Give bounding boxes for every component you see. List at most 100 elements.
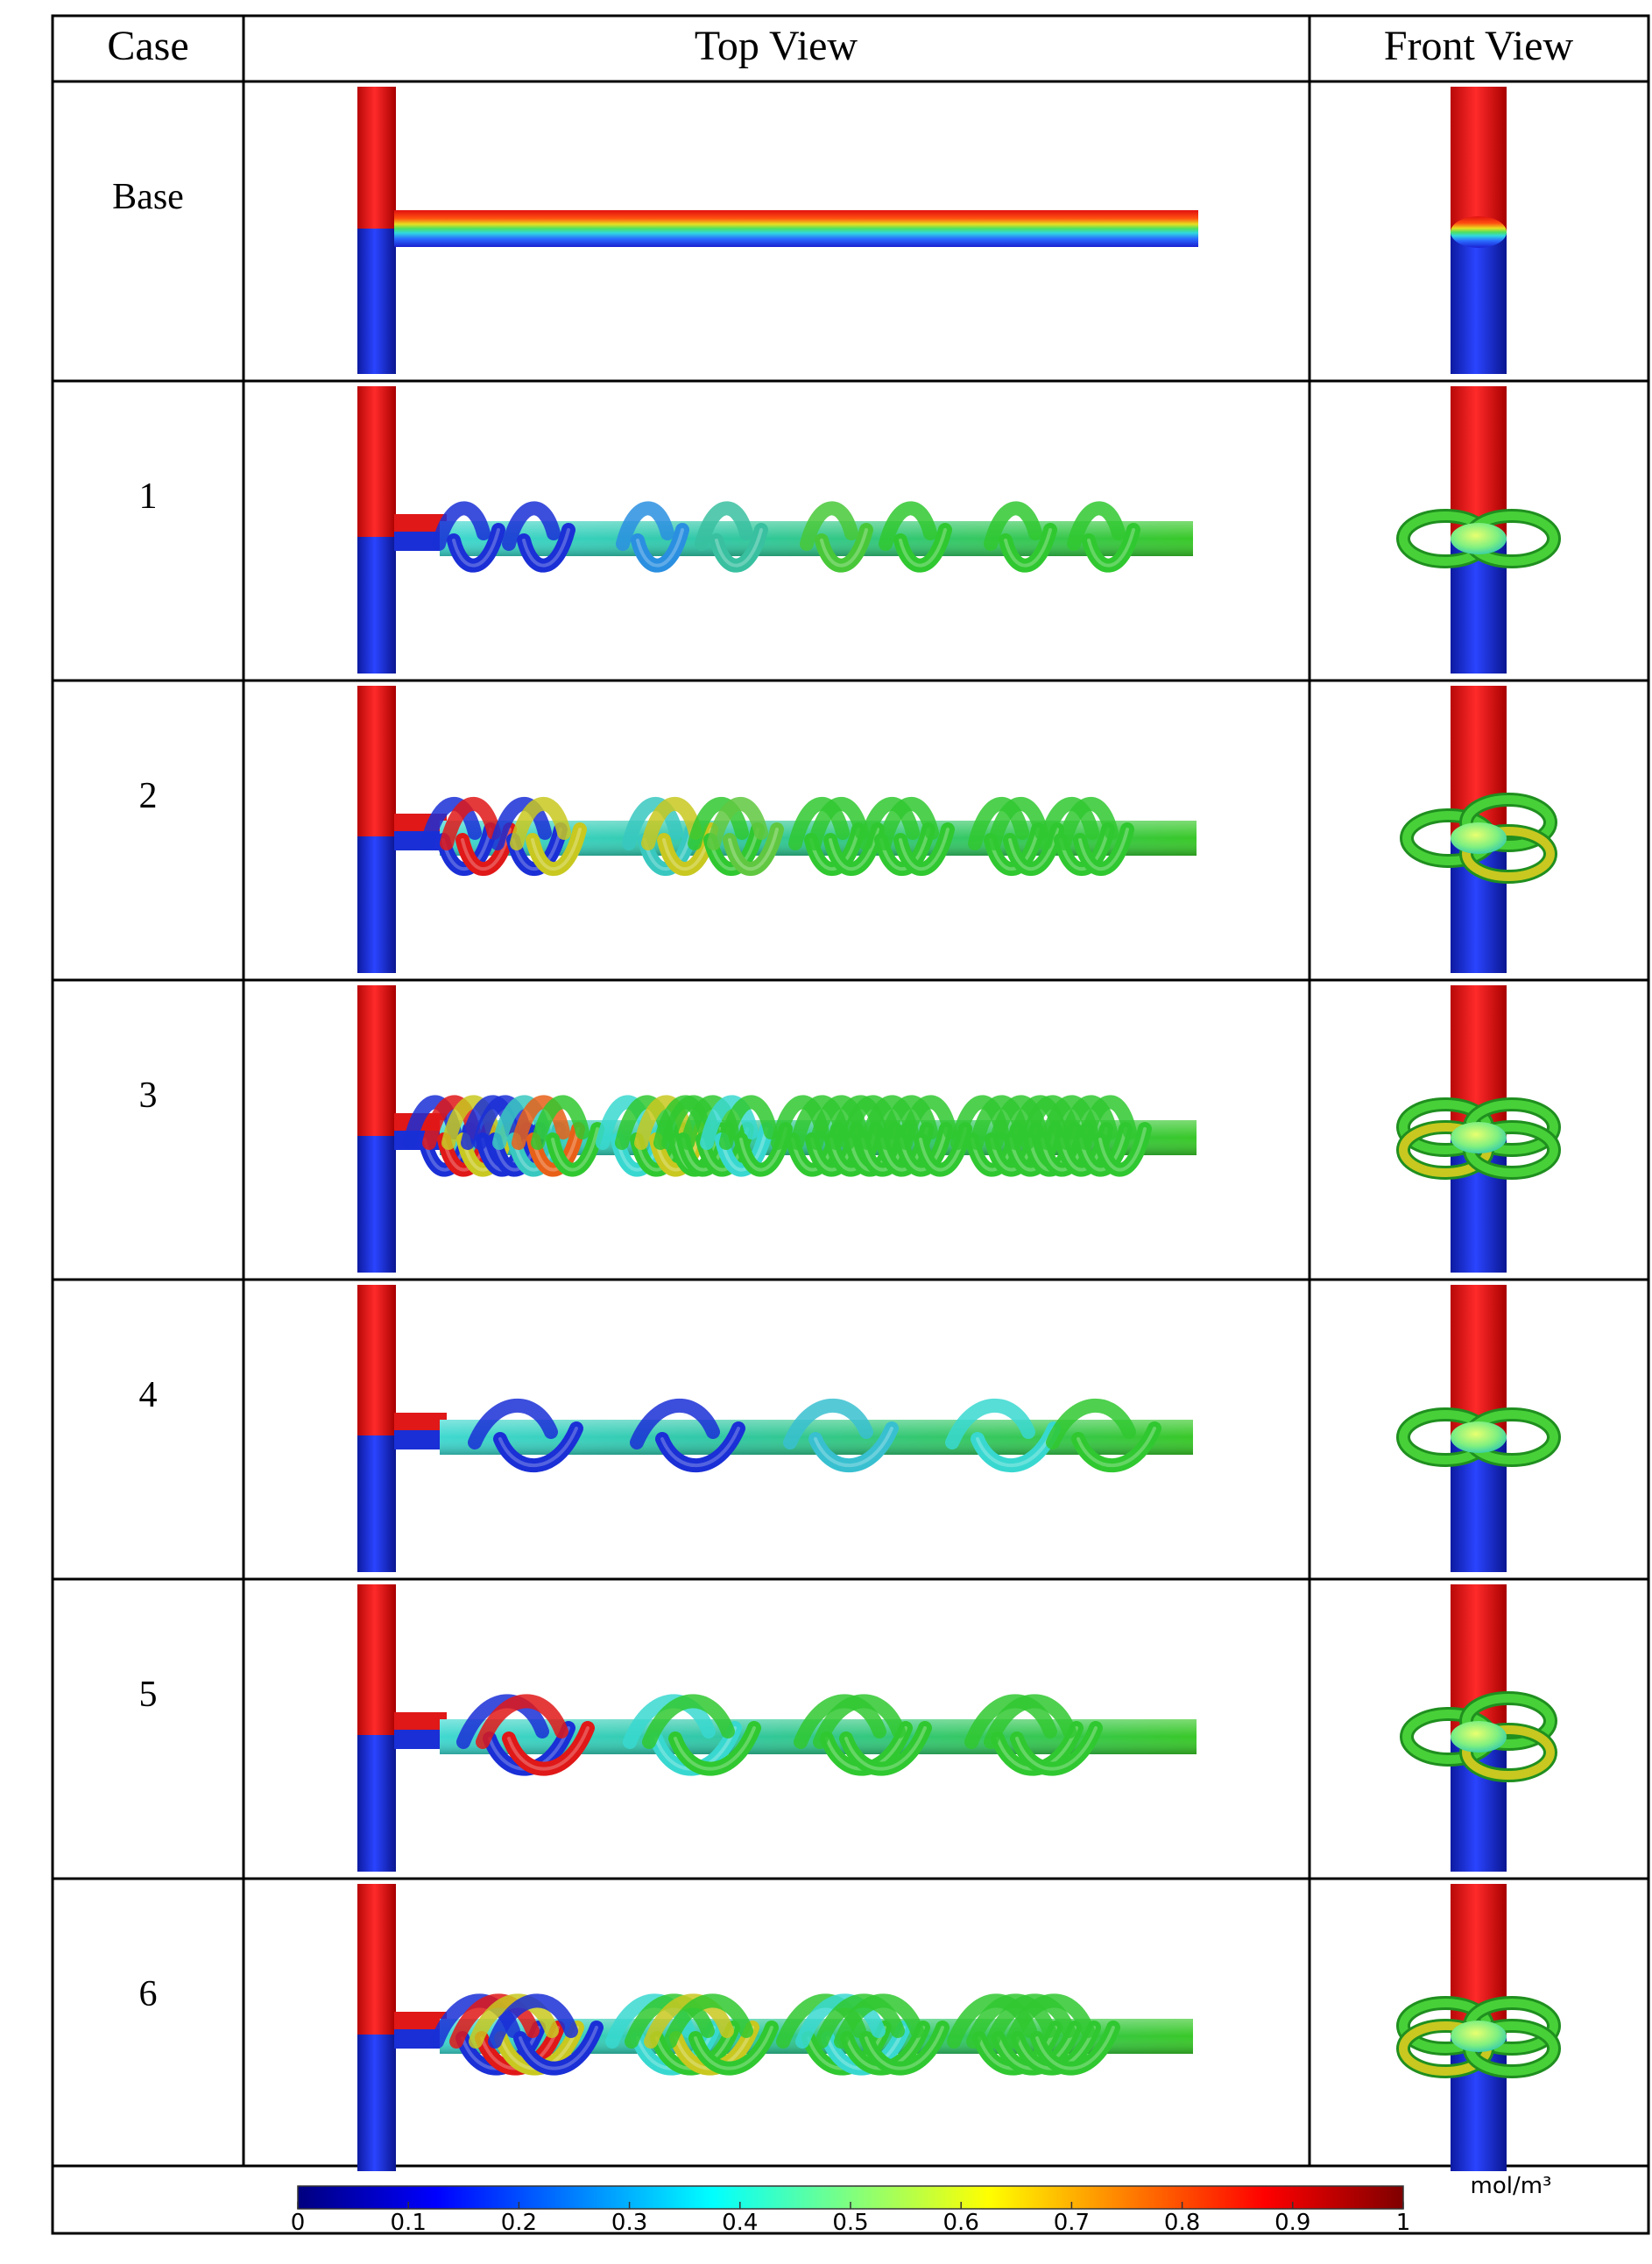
helix-highlight: [1087, 528, 1135, 568]
colorbar-tick-label: 0: [291, 2210, 306, 2236]
cross-section: [1451, 1122, 1507, 1153]
helix-back-arc: [968, 797, 1029, 850]
helix-highlight: [844, 1726, 927, 1771]
helix-highlight: [899, 528, 947, 568]
helix-back-arc: [1067, 501, 1126, 551]
helix-back-arc: [984, 501, 1042, 551]
inlet-blue: [357, 1435, 396, 1572]
top-view-6: [357, 1884, 1193, 2171]
colorbar-tick-label: 1: [1396, 2210, 1411, 2236]
helix-front-arc: [715, 1122, 773, 1177]
helix-back-arc: [695, 501, 753, 551]
helix-front-arc: [546, 1122, 604, 1177]
front-view-base: [1451, 87, 1507, 374]
helix-front-arc: [436, 822, 498, 876]
helix-highlight: [522, 528, 570, 568]
case-label-3: 3: [139, 1076, 158, 1116]
coil-ring-highlight: [1462, 795, 1555, 850]
helix-back-arc: [663, 1993, 753, 2049]
helix-front-arc: [723, 822, 784, 876]
entry-red: [394, 1413, 447, 1432]
helix-highlight: [814, 1427, 893, 1468]
helix-front-arc: [668, 1721, 761, 1776]
helix-front-arc: [517, 523, 575, 573]
helix-back-arc: [630, 1398, 720, 1449]
helix-front-arc: [804, 822, 865, 876]
helix-front-arc: [447, 523, 505, 573]
helix-highlight: [531, 828, 582, 871]
colorbar-unit: mol/m³: [1471, 2173, 1552, 2199]
helix-front-arc: [1003, 822, 1064, 876]
front-view-4: [1396, 1285, 1561, 1572]
helix-front-arc: [874, 822, 935, 876]
helix-highlight: [507, 1726, 589, 1771]
case-label-2: 2: [139, 776, 158, 816]
case-label-4: 4: [139, 1375, 158, 1415]
helix-back-arc: [622, 797, 683, 850]
helix-highlight: [1004, 528, 1052, 568]
helix-back-arc: [1005, 1993, 1095, 2049]
inlet-blue: [357, 1735, 396, 1872]
top-view-base: [357, 87, 1198, 374]
helix-highlight: [1098, 1127, 1147, 1172]
helix-front-arc: [655, 1421, 745, 1473]
helix-highlight: [809, 828, 860, 871]
helix-highlight: [989, 828, 1040, 871]
helix-front-arc: [688, 2021, 779, 2076]
helix-highlight: [728, 828, 779, 871]
cross-section: [1451, 216, 1507, 248]
inlet-red: [357, 1584, 396, 1735]
helix-back-arc: [432, 501, 491, 551]
helix-highlight: [660, 1427, 740, 1468]
inlet-red: [357, 1884, 396, 2035]
helix-highlight: [1015, 1726, 1098, 1771]
helix-front-arc: [455, 822, 517, 876]
inlet-red: [357, 985, 396, 1136]
helix-highlight: [551, 1127, 599, 1172]
helix-front-arc: [710, 523, 768, 573]
helix-highlight: [452, 528, 500, 568]
helix-highlight: [879, 828, 930, 871]
helix-back-arc: [502, 501, 561, 551]
inlet-blue: [357, 836, 396, 973]
helix-back-arc: [945, 1398, 1035, 1449]
helix-highlight: [720, 1127, 768, 1172]
top-view-3: [357, 985, 1197, 1273]
helix-back-arc: [510, 797, 571, 850]
cross-section: [1451, 523, 1507, 554]
colorbar: 0 0.1 0.2 0.3 0.4 0.5 0.6 0.7 0.8 0.9 1 mol/m³: [291, 2173, 1552, 2236]
helix-front-arc: [638, 822, 699, 876]
helix-highlight: [441, 828, 492, 871]
colorbar-tick-label: 0.2: [501, 2210, 537, 2236]
helix-back-arc: [878, 797, 939, 850]
inlet-red: [357, 386, 396, 537]
helix-highlight: [820, 528, 868, 568]
colorbar-tick-label: 0.8: [1164, 2210, 1200, 2236]
helix-front-arc: [513, 2021, 604, 2076]
helix-highlight: [1077, 1427, 1156, 1468]
helix-back-arc: [879, 1095, 938, 1150]
pipe-red: [1451, 87, 1507, 232]
helix-highlight: [709, 828, 759, 871]
colorbar-tick-label: 0.1: [391, 2210, 427, 2236]
helix-highlight: [1078, 828, 1129, 871]
helix-front-arc: [893, 822, 955, 876]
helix-back-arc: [808, 797, 869, 850]
inlet-red: [357, 1285, 396, 1435]
helix-front-arc: [1074, 1122, 1133, 1177]
case-label-base: Base: [112, 177, 184, 217]
helix-back-arc: [788, 797, 850, 850]
helix-back-arc: [858, 797, 920, 850]
inlet-blue: [357, 537, 396, 674]
top-view-5: [357, 1584, 1197, 1872]
entry-blue: [394, 1430, 447, 1449]
helix-back-arc: [834, 1993, 924, 2049]
colorbar-tick-label: 0.7: [1054, 2210, 1090, 2236]
helix-front-arc: [893, 523, 952, 573]
top-view-images: [357, 87, 1198, 2171]
helix-back-arc: [879, 501, 937, 551]
helix-front-arc: [649, 1122, 708, 1177]
colorbar-tick-label: 0.4: [722, 2210, 758, 2236]
pipe-blue: [1451, 232, 1507, 374]
helix-front-arc: [703, 822, 765, 876]
